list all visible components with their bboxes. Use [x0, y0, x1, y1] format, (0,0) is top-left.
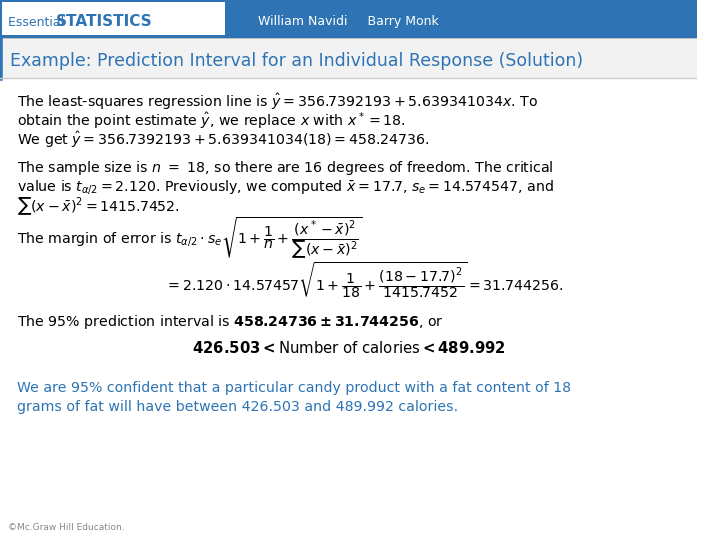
Text: William Navidi     Barry Monk: William Navidi Barry Monk: [258, 16, 439, 29]
Text: STATISTICS: STATISTICS: [56, 15, 153, 30]
Text: The margin of error is $t_{\alpha/2} \cdot s_e\sqrt{1 + \dfrac{1}{n} + \dfrac{(x: The margin of error is $t_{\alpha/2} \cd…: [17, 215, 363, 261]
Text: $\mathbf{426.503 < \text{Number of calories} < 489.992}$: $\mathbf{426.503 < \text{Number of calor…: [192, 340, 505, 356]
Text: Example: Prediction Interval for an Individual Response (Solution): Example: Prediction Interval for an Indi…: [9, 52, 582, 70]
Text: We are 95% confident that a particular candy product with a fat content of 18: We are 95% confident that a particular c…: [17, 381, 572, 395]
Text: The sample size is $n\ =\ 18$, so there are 16 degrees of freedom. The critical: The sample size is $n\ =\ 18$, so there …: [17, 159, 554, 177]
Text: $\sum(x - \bar{x})^2 = 1415.7452$.: $\sum(x - \bar{x})^2 = 1415.7452$.: [17, 195, 181, 217]
Text: $= 2.120 \cdot 14.57457\sqrt{1 + \dfrac{1}{18} + \dfrac{(18-17.7)^2}{1415.7452}}: $= 2.120 \cdot 14.57457\sqrt{1 + \dfrac{…: [165, 260, 563, 300]
Text: obtain the point estimate $\hat{y}$, we replace $x$ with $x^* = 18$.: obtain the point estimate $\hat{y}$, we …: [17, 111, 406, 131]
FancyBboxPatch shape: [2, 2, 225, 35]
Text: ©Mc.Graw Hill Education.: ©Mc.Graw Hill Education.: [8, 523, 125, 532]
Text: The least-squares regression line is $\hat{y} = 356.7392193 + 5.639341034x$. To: The least-squares regression line is $\h…: [17, 92, 539, 112]
Text: value is $t_{\alpha/2} = 2.120$. Previously, we computed $\bar{x} = 17.7$, $s_e : value is $t_{\alpha/2} = 2.120$. Previou…: [17, 178, 554, 196]
Text: We get $\hat{y} = 356.7392193 + 5.639341034(18) = 458.24736$.: We get $\hat{y} = 356.7392193 + 5.639341…: [17, 130, 430, 150]
Text: grams of fat will have between 426.503 and 489.992 calories.: grams of fat will have between 426.503 a…: [17, 400, 459, 414]
FancyBboxPatch shape: [0, 38, 697, 78]
Text: The 95% prediction interval is $\mathbf{458.24736 \pm 31.744256}$, or: The 95% prediction interval is $\mathbf{…: [17, 313, 444, 331]
FancyBboxPatch shape: [0, 0, 697, 38]
Text: Essential: Essential: [8, 16, 68, 29]
